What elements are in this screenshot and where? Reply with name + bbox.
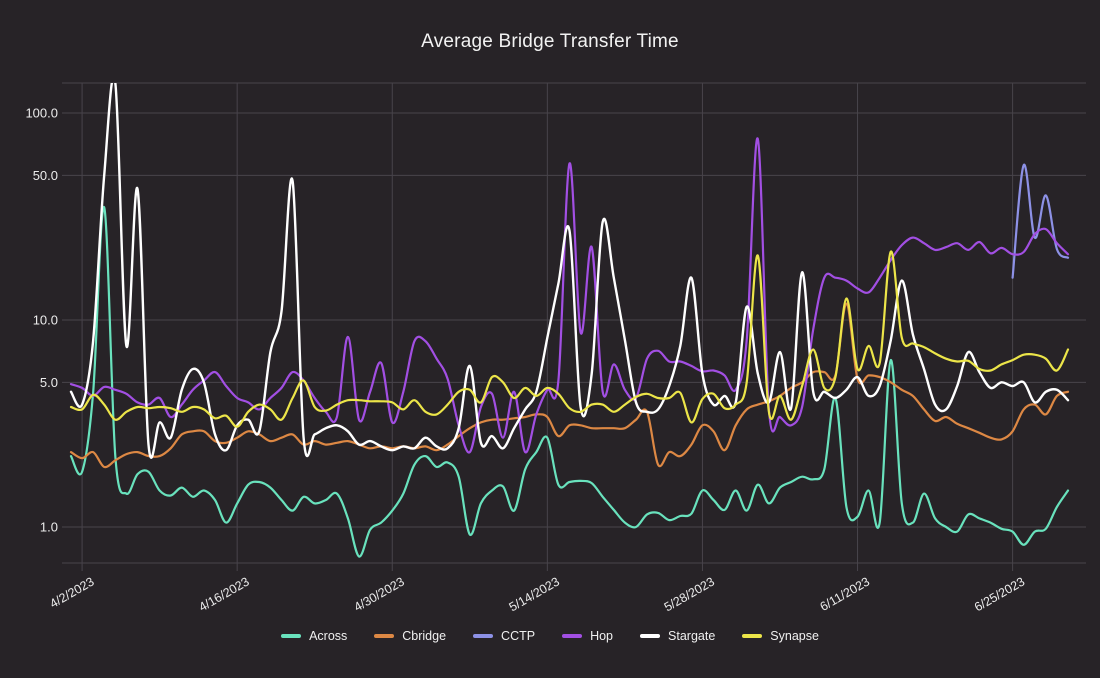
legend-item-cctp[interactable]: CCTP xyxy=(473,629,535,643)
legend-item-cbridge[interactable]: Cbridge xyxy=(374,629,446,643)
x-tick-label: 4/30/2023 xyxy=(352,574,407,614)
x-tick-label: 4/16/2023 xyxy=(197,574,252,614)
legend-item-hop[interactable]: Hop xyxy=(562,629,613,643)
plot-area xyxy=(69,83,1070,558)
legend-item-across[interactable]: Across xyxy=(281,629,347,643)
legend-label: CCTP xyxy=(501,629,536,643)
legend-swatch-cbridge xyxy=(374,634,395,638)
x-tick-label: 5/14/2023 xyxy=(507,574,562,614)
legend-swatch-stargate xyxy=(640,634,661,638)
legend-item-stargate[interactable]: Stargate xyxy=(640,629,715,643)
series-line-cctp xyxy=(1011,163,1070,279)
series-line-stargate xyxy=(69,83,1070,459)
legend-label: Synapse xyxy=(770,629,819,643)
legend-swatch-synapse xyxy=(742,634,763,638)
x-tick-label: 4/2/2023 xyxy=(47,574,96,610)
series-line-synapse xyxy=(69,250,1070,428)
series-line-hop xyxy=(69,137,1070,454)
series-line-across xyxy=(69,206,1070,558)
legend-swatch-hop xyxy=(562,634,583,638)
legend-label: Across xyxy=(309,629,348,643)
y-tick-label: 10.0 xyxy=(33,313,58,328)
legend-label: Cbridge xyxy=(402,629,447,643)
y-tick-label: 5.0 xyxy=(40,375,58,390)
legend-label: Hop xyxy=(590,629,614,643)
chart-title: Average Bridge Transfer Time xyxy=(421,31,679,52)
x-tick-label: 5/28/2023 xyxy=(662,574,717,614)
x-tick-label: 6/25/2023 xyxy=(972,574,1027,614)
legend-swatch-cctp xyxy=(473,634,494,638)
legend-item-synapse[interactable]: Synapse xyxy=(742,629,819,643)
legend: Across Cbridge CCTP Hop Stargate Synapse xyxy=(0,629,1100,643)
series-line-cbridge xyxy=(69,302,1070,469)
legend-swatch-across xyxy=(281,634,302,638)
y-tick-label: 50.0 xyxy=(33,168,58,183)
x-tick-label: 6/11/2023 xyxy=(818,574,872,613)
legend-label: Stargate xyxy=(668,629,716,643)
y-tick-label: 1.0 xyxy=(40,520,58,535)
y-tick-label: 100.0 xyxy=(25,106,58,121)
